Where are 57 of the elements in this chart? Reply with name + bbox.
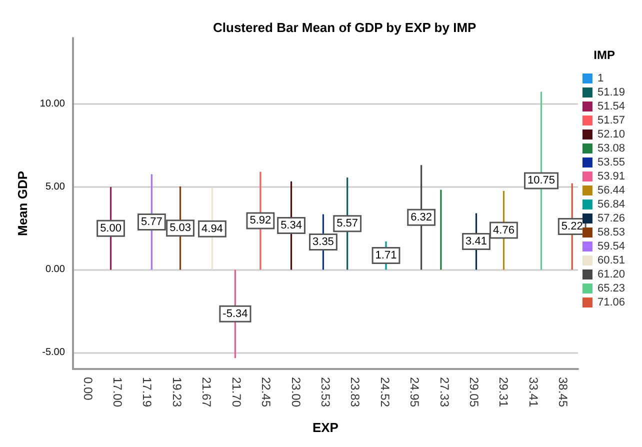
x-tick-label: 22.45	[259, 377, 274, 408]
data-label: 3.35	[312, 236, 334, 248]
data-label: -5.34	[222, 308, 248, 320]
legend-label: 53.55	[597, 156, 626, 168]
legend-label: 56.44	[597, 184, 626, 196]
legend-label: 51.19	[597, 86, 626, 98]
y-tick-label: 5.00	[45, 181, 66, 192]
data-label: 5.34	[280, 220, 302, 232]
data-label: 5.22	[561, 220, 583, 233]
y-axis-title: Mean GDP	[15, 170, 30, 236]
data-label: 5.92	[250, 214, 272, 227]
legend-label: 65.23	[597, 282, 626, 294]
legend-title: IMP	[594, 48, 616, 62]
x-tick-label: 0.00	[80, 377, 95, 401]
legend-label: 53.08	[597, 142, 626, 154]
legend-label: 52.10	[597, 128, 626, 140]
data-label: 1.71	[375, 250, 397, 262]
data-label: 4.76	[493, 224, 514, 236]
legend-label: 1	[597, 72, 604, 84]
data-label: 10.75	[528, 174, 556, 187]
x-axis-title: EXP	[312, 420, 339, 435]
x-tick-label: 24.95	[408, 377, 422, 408]
y-tick-label: -5.00	[42, 346, 66, 358]
legend-label: 57.26	[597, 212, 626, 224]
chart-title: Clustered Bar Mean of GDP by EXP by IMP	[213, 20, 477, 35]
x-tick-label: 19.23	[170, 377, 184, 408]
legend-label: 71.06	[597, 296, 626, 308]
x-tick-label: 17.19	[140, 377, 154, 408]
x-tick-label: 27.33	[437, 377, 452, 408]
x-tick-label: 38.45	[556, 377, 570, 408]
x-tick-label: 23.83	[348, 377, 362, 408]
x-tick-label: 21.70	[229, 377, 244, 408]
legend-label: 61.20	[597, 268, 626, 280]
data-label: 6.32	[410, 211, 432, 224]
legend-label: 53.91	[597, 170, 626, 182]
x-tick-label: 29.05	[467, 377, 482, 408]
x-tick-label: 24.52	[378, 377, 392, 408]
x-tick-label: 29.31	[496, 377, 511, 408]
y-tick-label: 10.00	[40, 98, 66, 110]
legend-label: 59.54	[597, 240, 626, 252]
data-label: 5.03	[170, 222, 191, 234]
y-tick-label: 0.00	[45, 264, 66, 276]
x-tick-label: 33.41	[526, 377, 540, 408]
legend-label: 58.53	[597, 226, 626, 238]
x-tick-label: 17.00	[110, 377, 124, 408]
data-label: 3.41	[466, 235, 487, 248]
x-tick-label: 23.00	[288, 377, 303, 408]
data-label: 4.94	[202, 222, 223, 235]
legend-label: 51.54	[597, 100, 626, 112]
legend-label: 56.84	[597, 198, 626, 210]
x-tick-label: 21.67	[200, 377, 214, 408]
data-label: 5.00	[100, 222, 122, 234]
data-label: 5.57	[336, 218, 358, 230]
legend-label: 51.57	[597, 114, 626, 126]
legend-label: 60.51	[597, 254, 626, 266]
x-tick-label: 23.53	[318, 377, 332, 408]
data-label: 5.77	[140, 216, 162, 228]
